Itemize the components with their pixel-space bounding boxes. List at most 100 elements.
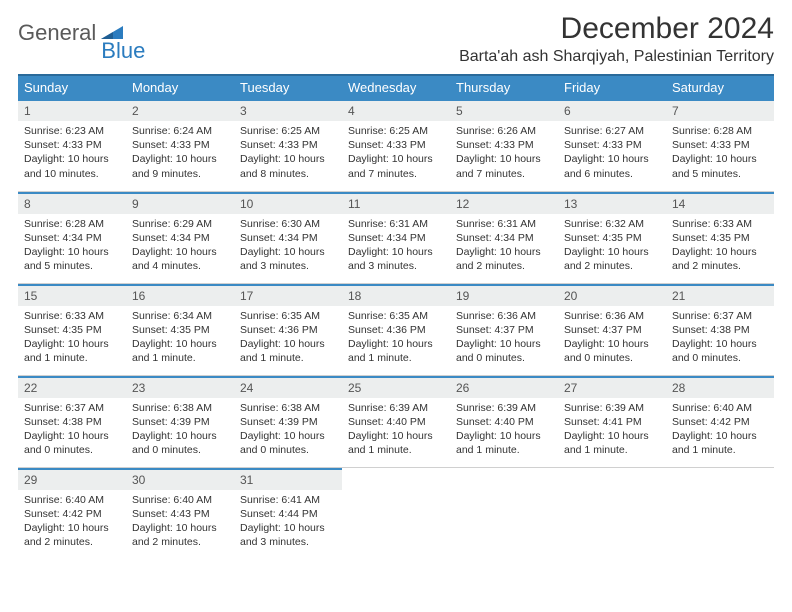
sunset-text: Sunset: 4:37 PM	[456, 323, 552, 337]
calendar-cell: 11Sunrise: 6:31 AMSunset: 4:34 PMDayligh…	[342, 191, 450, 283]
daylight-text: Daylight: 10 hours and 1 minute.	[348, 337, 444, 365]
calendar-cell: 6Sunrise: 6:27 AMSunset: 4:33 PMDaylight…	[558, 99, 666, 191]
sunset-text: Sunset: 4:39 PM	[132, 415, 228, 429]
day-number: 9	[126, 192, 234, 214]
daylight-text: Daylight: 10 hours and 7 minutes.	[348, 152, 444, 180]
sunset-text: Sunset: 4:37 PM	[564, 323, 660, 337]
calendar-cell: 12Sunrise: 6:31 AMSunset: 4:34 PMDayligh…	[450, 191, 558, 283]
day-number: 2	[126, 99, 234, 121]
sunrise-text: Sunrise: 6:40 AM	[24, 493, 120, 507]
daylight-text: Daylight: 10 hours and 2 minutes.	[24, 521, 120, 549]
day-number: 1	[18, 99, 126, 121]
weekday-tuesday: Tuesday	[234, 75, 342, 99]
sunrise-text: Sunrise: 6:35 AM	[240, 309, 336, 323]
sunrise-text: Sunrise: 6:31 AM	[348, 217, 444, 231]
calendar-row: 8Sunrise: 6:28 AMSunset: 4:34 PMDaylight…	[18, 191, 774, 283]
sunset-text: Sunset: 4:40 PM	[456, 415, 552, 429]
sunrise-text: Sunrise: 6:31 AM	[456, 217, 552, 231]
daylight-text: Daylight: 10 hours and 10 minutes.	[24, 152, 120, 180]
daylight-text: Daylight: 10 hours and 8 minutes.	[240, 152, 336, 180]
day-detail: Sunrise: 6:33 AMSunset: 4:35 PMDaylight:…	[666, 214, 774, 277]
sunrise-text: Sunrise: 6:26 AM	[456, 124, 552, 138]
calendar-cell: 28Sunrise: 6:40 AMSunset: 4:42 PMDayligh…	[666, 375, 774, 467]
daylight-text: Daylight: 10 hours and 2 minutes.	[564, 245, 660, 273]
day-number: 15	[18, 284, 126, 306]
daylight-text: Daylight: 10 hours and 6 minutes.	[564, 152, 660, 180]
daylight-text: Daylight: 10 hours and 1 minute.	[132, 337, 228, 365]
weekday-thursday: Thursday	[450, 75, 558, 99]
sunset-text: Sunset: 4:36 PM	[240, 323, 336, 337]
sunrise-text: Sunrise: 6:25 AM	[348, 124, 444, 138]
day-detail: Sunrise: 6:26 AMSunset: 4:33 PMDaylight:…	[450, 121, 558, 184]
day-number: 19	[450, 284, 558, 306]
sunrise-text: Sunrise: 6:40 AM	[672, 401, 768, 415]
sunset-text: Sunset: 4:33 PM	[132, 138, 228, 152]
calendar-cell: 1 Sunrise: 6:23 AMSunset: 4:33 PMDaylight…	[18, 99, 126, 191]
logo-text-general: General	[18, 20, 96, 46]
daylight-text: Daylight: 10 hours and 9 minutes.	[132, 152, 228, 180]
sunset-text: Sunset: 4:39 PM	[240, 415, 336, 429]
calendar-cell: 27Sunrise: 6:39 AMSunset: 4:41 PMDayligh…	[558, 375, 666, 467]
calendar-cell: 19Sunrise: 6:36 AMSunset: 4:37 PMDayligh…	[450, 283, 558, 375]
sunset-text: Sunset: 4:33 PM	[456, 138, 552, 152]
day-number: 31	[234, 468, 342, 490]
calendar-cell: 21Sunrise: 6:37 AMSunset: 4:38 PMDayligh…	[666, 283, 774, 375]
daylight-text: Daylight: 10 hours and 4 minutes.	[132, 245, 228, 273]
daylight-text: Daylight: 10 hours and 2 minutes.	[672, 245, 768, 273]
sunrise-text: Sunrise: 6:39 AM	[564, 401, 660, 415]
day-detail: Sunrise: 6:24 AMSunset: 4:33 PMDaylight:…	[126, 121, 234, 184]
sunset-text: Sunset: 4:43 PM	[132, 507, 228, 521]
weekday-monday: Monday	[126, 75, 234, 99]
day-number: 12	[450, 192, 558, 214]
day-detail: Sunrise: 6:35 AMSunset: 4:36 PMDaylight:…	[342, 306, 450, 369]
sunset-text: Sunset: 4:38 PM	[672, 323, 768, 337]
sunrise-text: Sunrise: 6:35 AM	[348, 309, 444, 323]
sunrise-text: Sunrise: 6:40 AM	[132, 493, 228, 507]
sunset-text: Sunset: 4:34 PM	[240, 231, 336, 245]
calendar-cell: 13Sunrise: 6:32 AMSunset: 4:35 PMDayligh…	[558, 191, 666, 283]
calendar-cell: 24Sunrise: 6:38 AMSunset: 4:39 PMDayligh…	[234, 375, 342, 467]
calendar-cell: 23Sunrise: 6:38 AMSunset: 4:39 PMDayligh…	[126, 375, 234, 467]
sunset-text: Sunset: 4:38 PM	[24, 415, 120, 429]
day-number: 26	[450, 376, 558, 398]
sunrise-text: Sunrise: 6:36 AM	[456, 309, 552, 323]
daylight-text: Daylight: 10 hours and 1 minute.	[672, 429, 768, 457]
sunset-text: Sunset: 4:36 PM	[348, 323, 444, 337]
month-title: December 2024	[459, 12, 774, 46]
day-number: 5	[450, 99, 558, 121]
calendar-cell: .	[666, 467, 774, 559]
calendar-cell: 29Sunrise: 6:40 AMSunset: 4:42 PMDayligh…	[18, 467, 126, 559]
day-detail: Sunrise: 6:37 AMSunset: 4:38 PMDaylight:…	[666, 306, 774, 369]
day-number: 3	[234, 99, 342, 121]
daylight-text: Daylight: 10 hours and 0 minutes.	[240, 429, 336, 457]
daylight-text: Daylight: 10 hours and 0 minutes.	[564, 337, 660, 365]
sunset-text: Sunset: 4:42 PM	[24, 507, 120, 521]
day-detail: Sunrise: 6:25 AMSunset: 4:33 PMDaylight:…	[234, 121, 342, 184]
day-detail: Sunrise: 6:30 AMSunset: 4:34 PMDaylight:…	[234, 214, 342, 277]
day-detail: Sunrise: 6:29 AMSunset: 4:34 PMDaylight:…	[126, 214, 234, 277]
day-detail: Sunrise: 6:36 AMSunset: 4:37 PMDaylight:…	[558, 306, 666, 369]
sunrise-text: Sunrise: 6:28 AM	[672, 124, 768, 138]
calendar-cell: 4Sunrise: 6:25 AMSunset: 4:33 PMDaylight…	[342, 99, 450, 191]
day-number: 10	[234, 192, 342, 214]
sunrise-text: Sunrise: 6:27 AM	[564, 124, 660, 138]
location: Barta'ah ash Sharqiyah, Palestinian Terr…	[459, 48, 774, 66]
daylight-text: Daylight: 10 hours and 5 minutes.	[672, 152, 768, 180]
sunset-text: Sunset: 4:33 PM	[24, 138, 120, 152]
weekday-header-row: Sunday Monday Tuesday Wednesday Thursday…	[18, 75, 774, 99]
day-number: 6	[558, 99, 666, 121]
day-number: 23	[126, 376, 234, 398]
day-detail: Sunrise: 6:36 AMSunset: 4:37 PMDaylight:…	[450, 306, 558, 369]
sunrise-text: Sunrise: 6:28 AM	[24, 217, 120, 231]
daylight-text: Daylight: 10 hours and 3 minutes.	[348, 245, 444, 273]
sunset-text: Sunset: 4:33 PM	[348, 138, 444, 152]
daylight-text: Daylight: 10 hours and 7 minutes.	[456, 152, 552, 180]
day-detail: Sunrise: 6:40 AMSunset: 4:43 PMDaylight:…	[126, 490, 234, 553]
sunrise-text: Sunrise: 6:23 AM	[24, 124, 120, 138]
day-detail: Sunrise: 6:41 AMSunset: 4:44 PMDaylight:…	[234, 490, 342, 553]
daylight-text: Daylight: 10 hours and 1 minute.	[348, 429, 444, 457]
day-detail: Sunrise: 6:38 AMSunset: 4:39 PMDaylight:…	[234, 398, 342, 461]
daylight-text: Daylight: 10 hours and 3 minutes.	[240, 521, 336, 549]
day-detail: Sunrise: 6:27 AMSunset: 4:33 PMDaylight:…	[558, 121, 666, 184]
day-detail: Sunrise: 6:40 AMSunset: 4:42 PMDaylight:…	[18, 490, 126, 553]
